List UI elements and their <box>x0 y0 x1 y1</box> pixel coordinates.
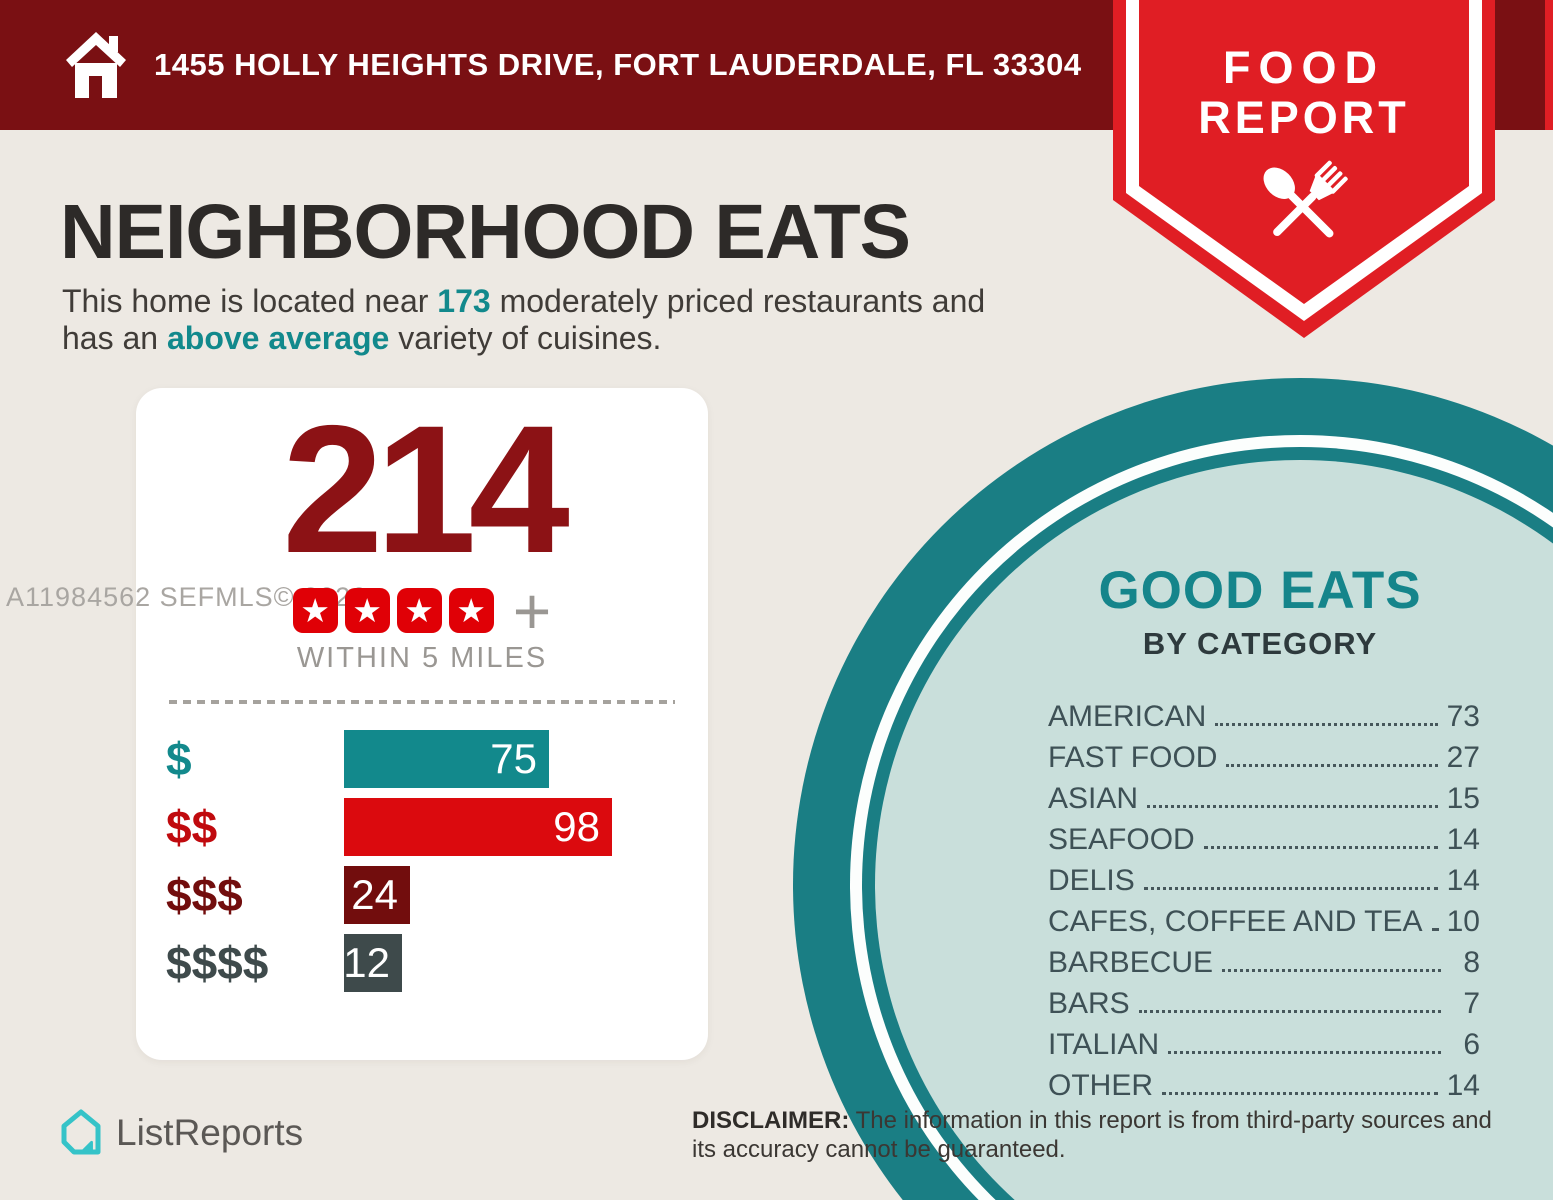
good-eats-panel: GOOD EATS BY CATEGORY AMERICAN 73 FAST FOO… <box>1010 560 1510 1103</box>
price-tier-bar: 24 <box>344 866 410 924</box>
category-label: CAFES, COFFEE AND TEA <box>1048 905 1423 938</box>
price-tier-label: $ <box>166 733 192 785</box>
category-count: 14 <box>1446 864 1480 897</box>
price-tier-bar: 12 <box>343 934 402 992</box>
intro-text-end: variety of cuisines. <box>389 320 662 356</box>
star-icon: ★ <box>344 588 390 633</box>
property-address: 1455 HOLLY HEIGHTS DRIVE, FORT LAUDERDAL… <box>154 47 1082 82</box>
ribbon-title-line1: FOOD <box>1223 42 1385 93</box>
category-count: 27 <box>1446 741 1480 774</box>
category-list: AMERICAN 73 FAST FOOD 27 ASIAN 15 SEAFOOD 14 DEL… <box>1010 693 1510 1103</box>
intro-text-mid: moderately priced restaurants and <box>490 283 986 319</box>
dot-leader <box>1147 805 1438 808</box>
price-tier-row: $75 <box>166 730 708 788</box>
above-average-highlight: above average <box>166 320 390 356</box>
category-count: 8 <box>1463 946 1480 979</box>
category-label: DELIS <box>1048 864 1135 897</box>
dot-leader <box>1143 887 1438 890</box>
restaurant-summary-card: 214 ★ ★ ★ ★ + WITHIN 5 MILES $75 $$ 98 $$$ 24 $$$… <box>136 388 708 1060</box>
category-list-item: ASIAN 15 <box>1048 775 1480 816</box>
radius-caption: WITHIN 5 MILES <box>296 642 548 674</box>
price-tier-label: $$$ <box>166 869 243 921</box>
category-list-item: BARBECUE 8 <box>1048 939 1480 980</box>
category-count: 6 <box>1463 1028 1480 1061</box>
dot-leader <box>1162 1092 1438 1095</box>
intro-text: This home is located near <box>62 283 438 319</box>
price-tier-bar: 98 <box>344 798 612 856</box>
category-list-item: BARS 7 <box>1048 980 1480 1021</box>
category-list-item: AMERICAN 73 <box>1048 693 1480 734</box>
category-list-item: CAFES, COFFEE AND TEA 10 <box>1048 898 1480 939</box>
dashed-divider <box>169 700 675 704</box>
price-tier-bar: 75 <box>344 730 549 788</box>
intro-paragraph: This home is located near 173 moderately… <box>62 283 985 357</box>
category-list-item: SEAFOOD 14 <box>1048 816 1480 857</box>
category-count: 73 <box>1446 700 1480 733</box>
price-tier-row: $$ 98 <box>166 798 708 856</box>
listreports-logo: ListReports <box>58 1108 303 1158</box>
listreports-house-icon <box>61 1109 101 1155</box>
category-label: ITALIAN <box>1048 1028 1160 1061</box>
dot-leader <box>1203 846 1438 849</box>
price-tier-label: $$ <box>166 801 218 853</box>
disclaimer-text: The information in this report is from t… <box>692 1107 1492 1163</box>
page-title: NEIGHBORHOOD EATS <box>60 189 911 275</box>
plus-icon: + <box>512 573 552 648</box>
category-list-item: DELIS 14 <box>1048 857 1480 898</box>
disclaimer-label: DISCLAIMER: <box>692 1107 850 1134</box>
spoon-fork-icon <box>1263 160 1348 238</box>
food-report-ribbon: FOOD REPORT <box>1113 0 1495 338</box>
star-icon: ★ <box>292 588 338 633</box>
category-list-item: FAST FOOD 27 <box>1048 734 1480 775</box>
good-eats-subtitle: BY CATEGORY <box>1142 626 1378 661</box>
price-tier-bar-chart: $75 $$ 98 $$$ 24 $$$$ 12 <box>136 730 708 992</box>
intro-line2: has an <box>62 320 167 356</box>
dot-leader <box>1222 969 1441 972</box>
dot-leader <box>1215 723 1438 726</box>
home-icon <box>66 32 126 98</box>
price-tier-row: $$$$ 12 <box>166 934 708 992</box>
ribbon-banner-shape <box>1113 0 1495 338</box>
star-icon: ★ <box>448 588 494 633</box>
category-list-item: ITALIAN 6 <box>1048 1021 1480 1062</box>
category-count: 15 <box>1446 782 1480 815</box>
dot-leader <box>1138 1010 1441 1013</box>
brand-name: ListReports <box>116 1112 304 1153</box>
category-count: 10 <box>1446 905 1480 938</box>
dot-leader <box>1226 764 1438 767</box>
category-count: 14 <box>1446 823 1480 856</box>
ribbon-title-line2: REPORT <box>1198 92 1410 143</box>
category-label: BARS <box>1048 987 1130 1020</box>
dot-leader <box>1168 1051 1441 1054</box>
restaurant-count-inline: 173 <box>437 283 491 319</box>
category-label: AMERICAN <box>1048 700 1207 733</box>
star-icon: ★ <box>396 588 442 633</box>
star-rating: ★ ★ ★ ★ + <box>136 573 708 648</box>
restaurant-count: 214 <box>282 387 570 591</box>
category-count: 7 <box>1463 987 1480 1020</box>
category-label: ASIAN <box>1048 782 1139 815</box>
price-tier-row: $$$ 24 <box>166 866 708 924</box>
dot-leader <box>1431 928 1438 931</box>
category-count: 14 <box>1446 1069 1480 1102</box>
category-list-item: OTHER 14 <box>1048 1062 1480 1103</box>
right-edge-accent <box>1545 0 1553 130</box>
disclaimer: DISCLAIMER: The information in this repo… <box>692 1106 1504 1164</box>
category-label: OTHER <box>1048 1069 1153 1102</box>
good-eats-title: GOOD EATS <box>1098 561 1422 620</box>
price-tier-label: $$$$ <box>166 937 269 989</box>
category-label: BARBECUE <box>1048 946 1214 979</box>
category-label: SEAFOOD <box>1048 823 1195 856</box>
category-label: FAST FOOD <box>1048 741 1218 774</box>
